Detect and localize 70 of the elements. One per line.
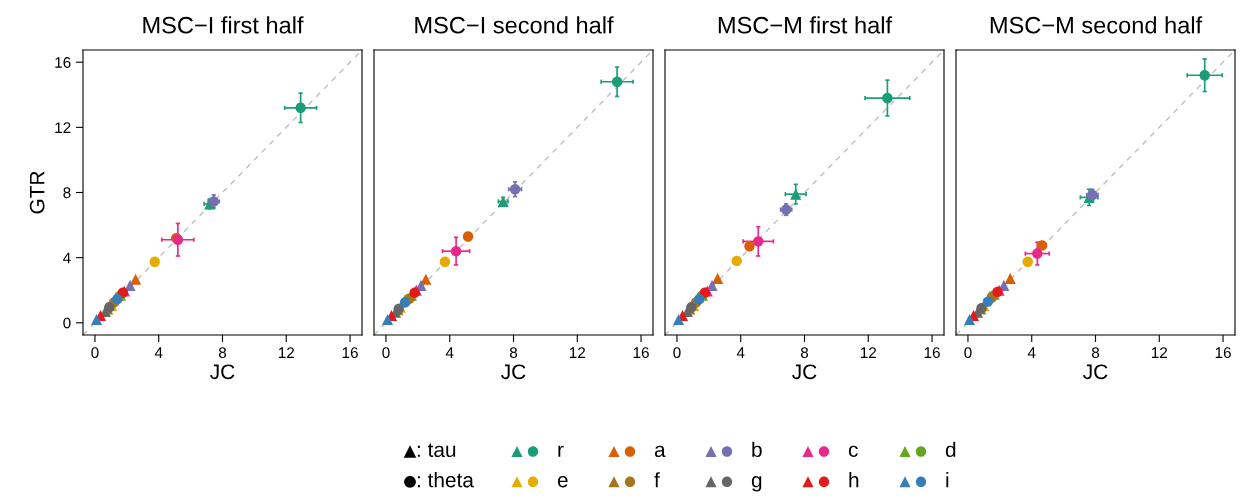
point <box>439 256 451 267</box>
y-tick-label: 12 <box>55 122 71 133</box>
point <box>462 231 474 242</box>
chart-title: MSC−I first half <box>143 16 304 34</box>
point <box>1032 248 1043 259</box>
legend-label: r <box>558 445 564 457</box>
x-axis-title: JC <box>210 364 235 380</box>
y-tick-label: 4 <box>63 252 71 264</box>
x-tick-label: 8 <box>509 347 518 359</box>
x-tick-label: 16 <box>633 347 649 359</box>
x-tick-label: 12 <box>1151 347 1167 358</box>
point <box>91 313 103 326</box>
point <box>790 188 802 200</box>
text: : theta <box>417 472 474 488</box>
x-tick-label: 12 <box>569 347 585 358</box>
point <box>130 273 142 285</box>
legend-label: i <box>946 472 949 488</box>
x-tick-label: 0 <box>91 347 99 359</box>
legend-label: f <box>654 472 660 488</box>
x-tick-label: 0 <box>382 347 390 359</box>
x-axis-title: JC <box>1083 364 1108 380</box>
x-tick-label: 16 <box>924 347 940 359</box>
point <box>1036 240 1048 251</box>
chart-title: MSC−I second half <box>415 16 614 34</box>
x-tick-label: 8 <box>800 347 809 359</box>
point <box>1004 272 1016 284</box>
x-tick-label: 16 <box>342 347 358 359</box>
point <box>982 296 994 307</box>
legend-label: b <box>752 441 762 458</box>
legend-label: h <box>849 472 859 488</box>
legend-label: d <box>945 441 956 458</box>
y-tick-label: 8 <box>63 187 71 199</box>
x-tick-label: 12 <box>860 347 876 358</box>
x-tick-label: 16 <box>1215 347 1231 359</box>
chart-title: MSC−M second half <box>990 16 1203 34</box>
text: : tau <box>417 443 456 458</box>
point <box>1199 70 1210 81</box>
point <box>149 256 160 267</box>
point <box>673 313 685 326</box>
x-axis-title: JC <box>501 364 526 380</box>
point <box>712 272 724 284</box>
x-tick-label: 4 <box>1027 347 1036 358</box>
point <box>882 92 893 104</box>
x-tick-label: 4 <box>445 347 454 358</box>
point <box>295 102 306 114</box>
x-tick-label: 0 <box>964 347 972 359</box>
legend-label: c <box>848 445 858 458</box>
y-tick-label: 0 <box>63 317 71 329</box>
point <box>964 313 976 326</box>
x-tick-label: 0 <box>673 347 681 359</box>
y-axis-title: GTR <box>29 171 45 214</box>
y-tick-label: 16 <box>55 57 71 68</box>
point <box>450 245 462 257</box>
x-tick-label: 8 <box>218 347 227 359</box>
point <box>611 76 623 87</box>
chart-title: MSC−M first half <box>718 16 893 34</box>
x-tick-label: 8 <box>1091 347 1100 359</box>
legend-label: g <box>751 476 762 492</box>
legend-label: a <box>654 445 666 458</box>
x-tick-label: 4 <box>154 347 163 358</box>
point <box>753 236 764 247</box>
point <box>382 313 394 326</box>
x-tick-label: 4 <box>736 347 745 358</box>
point <box>744 241 755 252</box>
point <box>399 297 411 308</box>
x-axis-title: JC <box>792 364 817 380</box>
point <box>1022 256 1033 267</box>
x-tick-label: 12 <box>278 347 294 358</box>
legend-label: e <box>557 475 568 488</box>
point <box>731 255 742 267</box>
